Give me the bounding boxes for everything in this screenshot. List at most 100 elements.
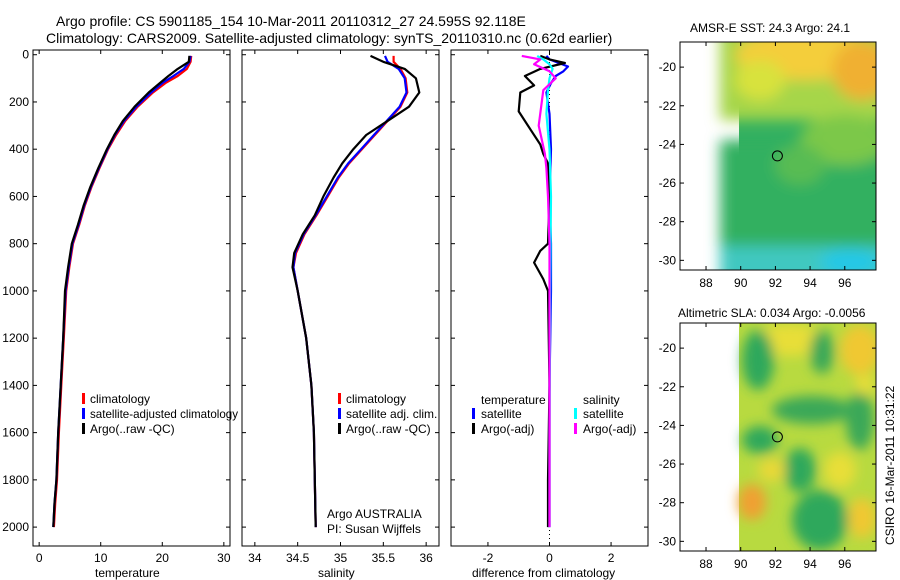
y-tick-label: 0	[22, 48, 29, 62]
temperature-legend: climatology satellite-adjusted climatolo…	[82, 392, 238, 436]
legend-swatch-cyan	[574, 408, 577, 419]
map-x-tick-label: 96	[838, 276, 852, 290]
x-tick-label: 2	[608, 551, 615, 565]
legend-swatch-blue	[338, 408, 341, 419]
x-tick-label: 20	[156, 551, 170, 565]
map-x-tick-label: 88	[699, 557, 713, 571]
y-tick-label: 1400	[2, 378, 29, 392]
map-y-tick-label: -22	[659, 99, 677, 113]
salinity-xlabel: salinity	[318, 566, 355, 580]
x-tick-label: 35	[334, 551, 348, 565]
map-x-tick-label: 90	[734, 276, 748, 290]
salinity-ticks: 34 34.5 35 35.5 36	[242, 50, 439, 565]
sla-map-title: Altimetric SLA: 0.034 Argo: -0.0056	[678, 306, 866, 320]
sst-map-frame	[679, 41, 877, 271]
legend-swatch-red	[338, 393, 341, 404]
series-line-climatology	[292, 55, 409, 528]
map-y-tick-label: -24	[659, 137, 677, 151]
y-tick-label: 1800	[2, 473, 29, 487]
map-y-tick-label: -26	[659, 176, 677, 190]
legend-diff-sal-sat-label: satellite	[583, 407, 624, 421]
x-tick-label: 34.5	[286, 551, 310, 565]
difference-legend: temperature salinity satellite Argo(-adj…	[472, 393, 636, 436]
difference-xlabel: difference from climatology	[472, 566, 615, 580]
legend-diff-temp-argo-label: Argo(-adj)	[481, 422, 534, 436]
map-y-tick-label: -26	[659, 457, 677, 471]
y-tick-label: 1200	[2, 331, 29, 345]
map-y-tick-label: -24	[659, 418, 677, 432]
series-line-climatology	[52, 55, 193, 528]
map-y-tick-label: -22	[659, 380, 677, 394]
legend-temp-argo: Argo(..raw -QC)	[90, 422, 175, 436]
series-line-satellite-adj-clim	[292, 55, 408, 528]
y-tick-label: 400	[9, 142, 29, 156]
figure-title-line2: Climatology: CARS2009. Satellite-adjuste…	[46, 30, 612, 46]
side-timestamp: CSIRO 16-Mar-2011 10:31:22	[883, 385, 897, 545]
temperature-ticks: 0 200 400 600 800 1000 1200 1400 1600 1800 2000 0 10…	[2, 48, 231, 565]
y-tick-label: 2000	[2, 520, 29, 534]
map-x-tick-label: 90	[734, 557, 748, 571]
y-tick-label: 600	[9, 189, 29, 203]
x-tick-label: 30	[217, 551, 231, 565]
sst-map-ticks: -20 -22 -24 -26 -28 -30 88 90 92 94 96	[659, 42, 876, 290]
sla-argo-marker	[771, 431, 783, 443]
map-y-tick-label: -30	[659, 253, 677, 267]
y-tick-label: 1600	[2, 426, 29, 440]
temperature-series	[52, 55, 193, 528]
legend-temp-clim: climatology	[90, 392, 150, 406]
sla-map-ticks: -20 -22 -24 -26 -28 -30 88 90 92 94 96	[659, 323, 876, 571]
legend-sal-sat: satellite adj. clim.	[346, 407, 437, 421]
temperature-xlabel: temperature	[95, 566, 160, 580]
salinity-axes	[241, 49, 440, 547]
map-y-tick-label: -20	[659, 60, 677, 74]
sla-heatmap	[738, 323, 876, 551]
legend-swatch-magenta	[574, 423, 577, 434]
series-line-argo-raw-qc	[291, 54, 421, 528]
sla-map-frame	[679, 322, 877, 552]
legend-sal-clim: climatology	[346, 392, 406, 406]
x-tick-label: 36	[419, 551, 433, 565]
temperature-axes	[32, 49, 231, 547]
map-y-tick-label: -28	[659, 496, 677, 510]
series-line-argo-raw-qc	[52, 55, 191, 528]
map-x-tick-label: 94	[803, 276, 817, 290]
salinity-series	[291, 54, 421, 528]
legend-swatch-black	[472, 423, 475, 434]
legend-temp-sat: satellite-adjusted climatology	[90, 407, 238, 421]
series-line-temperature-argo-adj	[517, 54, 567, 528]
legend-diff-header-salinity: salinity	[583, 393, 620, 407]
figure-title-line1: Argo profile: CS 5901185_154 10-Mar-2011…	[56, 13, 526, 29]
legend-swatch-black	[82, 423, 85, 434]
legend-swatch-blue	[472, 408, 475, 419]
legend-swatch-black	[338, 423, 341, 434]
map-y-tick-label: -30	[659, 534, 677, 548]
map-x-tick-label: 92	[769, 557, 783, 571]
legend-diff-sal-argo-label: Argo(-adj)	[583, 422, 636, 436]
map-y-tick-label: -28	[659, 215, 677, 229]
legend-diff-header-temperature: temperature	[481, 393, 546, 407]
x-tick-label: 0	[546, 551, 553, 565]
x-tick-label: 35.5	[372, 551, 396, 565]
map-y-tick-label: -20	[659, 341, 677, 355]
map-x-tick-label: 88	[699, 276, 713, 290]
x-tick-label: 34	[248, 551, 262, 565]
x-tick-label: -2	[483, 551, 494, 565]
salinity-legend: climatology satellite adj. clim. Argo(..…	[327, 392, 437, 536]
sst-heatmap	[720, 42, 876, 270]
x-tick-label: 0	[36, 551, 43, 565]
annotation-argo-australia: Argo AUSTRALIA	[327, 507, 422, 521]
map-x-tick-label: 96	[838, 557, 852, 571]
legend-sal-argo: Argo(..raw -QC)	[346, 422, 431, 436]
difference-series	[517, 50, 570, 546]
series-line-salinity-argo-adj	[521, 54, 557, 528]
y-tick-label: 200	[9, 95, 29, 109]
difference-ticks: -2 0 2	[451, 50, 648, 565]
legend-swatch-blue	[82, 408, 85, 419]
legend-swatch-red	[82, 393, 85, 404]
map-x-tick-label: 94	[803, 557, 817, 571]
sst-argo-marker	[771, 150, 783, 162]
map-x-tick-label: 92	[769, 276, 783, 290]
annotation-pi: PI: Susan Wijffels	[327, 522, 421, 536]
y-tick-label: 800	[9, 237, 29, 251]
